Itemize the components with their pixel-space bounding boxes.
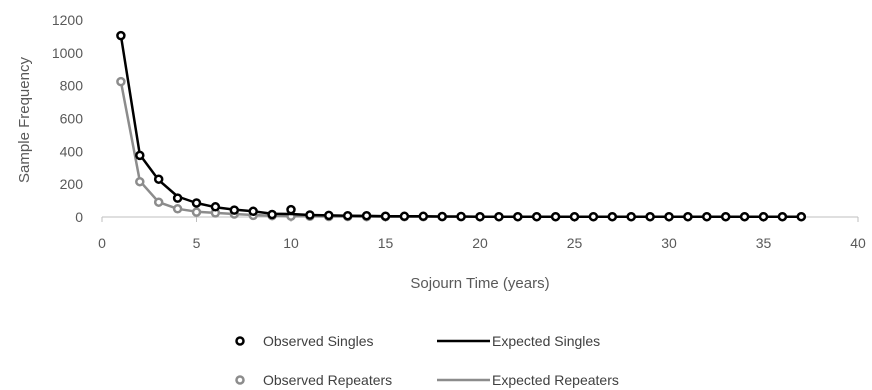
data-point-observed-singles — [324, 210, 334, 221]
x-tick-label: 0 — [98, 235, 106, 251]
legend-item-observed-singles: Observed Singles — [235, 333, 374, 349]
data-point-observed-singles — [342, 210, 353, 221]
y-tick-label: 0 — [75, 209, 83, 225]
data-point-observed-singles — [286, 204, 296, 215]
x-tick-label: 25 — [567, 235, 583, 251]
series-observed-repeaters — [116, 76, 807, 222]
data-point-observed-singles — [569, 211, 580, 222]
y-tick-label: 1200 — [52, 12, 83, 28]
data-point-observed-singles — [267, 209, 277, 220]
data-point-observed-repeaters — [135, 176, 145, 187]
data-point-observed-singles — [456, 211, 466, 222]
x-tick-label: 10 — [283, 235, 299, 251]
x-tick-label: 40 — [850, 235, 866, 251]
data-point-observed-repeaters — [153, 197, 164, 207]
data-point-observed-singles — [248, 206, 258, 217]
legend: Observed Singles Expected Singles Observ… — [235, 333, 619, 388]
data-point-observed-singles — [664, 211, 674, 222]
y-tick-label: 200 — [60, 176, 84, 192]
data-point-observed-singles — [229, 205, 240, 215]
x-tick-label: 5 — [193, 235, 201, 251]
data-point-observed-singles — [172, 193, 183, 203]
legend-label-observed-repeaters: Observed Repeaters — [263, 372, 392, 388]
series-expected-singles — [119, 35, 802, 218]
data-point-observed-singles — [607, 211, 618, 222]
legend-marker-observed-repeaters — [235, 375, 245, 385]
series-line-expected-singles — [119, 35, 802, 218]
series-observed-singles — [116, 30, 807, 222]
y-tick-label: 400 — [60, 143, 84, 159]
data-point-observed-repeaters — [191, 207, 202, 217]
data-point-observed-singles — [588, 211, 599, 222]
legend-label-expected-singles: Expected Singles — [492, 333, 600, 349]
data-point-observed-singles — [153, 174, 164, 184]
y-tick-label: 600 — [60, 111, 84, 127]
y-axis-title: Sample Frequency — [16, 57, 33, 183]
data-point-observed-singles — [418, 211, 429, 222]
legend-label-expected-repeaters: Expected Repeaters — [492, 372, 619, 388]
y-tick-label: 1000 — [52, 45, 83, 61]
data-point-observed-singles — [116, 30, 126, 41]
data-point-observed-singles — [645, 211, 655, 222]
legend-marker-observed-singles — [235, 336, 245, 346]
data-point-observed-singles — [399, 211, 410, 222]
data-point-observed-singles — [513, 211, 523, 222]
data-point-observed-singles — [531, 211, 542, 222]
data-point-observed-singles — [191, 198, 202, 208]
data-point-observed-repeaters — [116, 76, 126, 87]
x-tick-label: 30 — [661, 235, 677, 251]
data-point-observed-singles — [702, 211, 712, 222]
data-point-observed-singles — [305, 210, 315, 220]
data-point-observed-singles — [777, 211, 788, 222]
legend-item-expected-repeaters: Expected Repeaters — [437, 372, 619, 388]
data-point-observed-singles — [210, 202, 221, 212]
data-point-observed-singles — [437, 211, 447, 222]
data-point-observed-singles — [135, 150, 145, 161]
data-point-observed-singles — [550, 211, 561, 222]
x-tick-label: 20 — [472, 235, 488, 251]
y-tick-label: 800 — [60, 78, 84, 94]
x-tick-label: 15 — [378, 235, 394, 251]
legend-item-expected-singles: Expected Singles — [437, 333, 600, 349]
data-point-observed-singles — [475, 211, 485, 222]
legend-item-observed-repeaters: Observed Repeaters — [235, 372, 392, 388]
data-point-observed-singles — [720, 211, 731, 222]
x-tick-label: 35 — [756, 235, 772, 251]
data-point-observed-singles — [683, 211, 693, 222]
data-point-observed-singles — [739, 211, 750, 222]
data-point-observed-singles — [758, 211, 769, 222]
series-line-expected-repeaters — [119, 81, 802, 218]
data-point-observed-repeaters — [172, 204, 183, 214]
data-point-observed-singles — [626, 211, 636, 222]
data-point-observed-singles — [796, 211, 807, 222]
data-point-observed-singles — [361, 210, 372, 221]
x-axis-title: Sojourn Time (years) — [410, 275, 549, 292]
data-point-observed-singles — [494, 211, 504, 222]
series-layer — [116, 30, 807, 222]
series-expected-repeaters — [119, 81, 802, 218]
legend-label-observed-singles: Observed Singles — [263, 333, 374, 349]
data-point-observed-singles — [380, 211, 391, 221]
